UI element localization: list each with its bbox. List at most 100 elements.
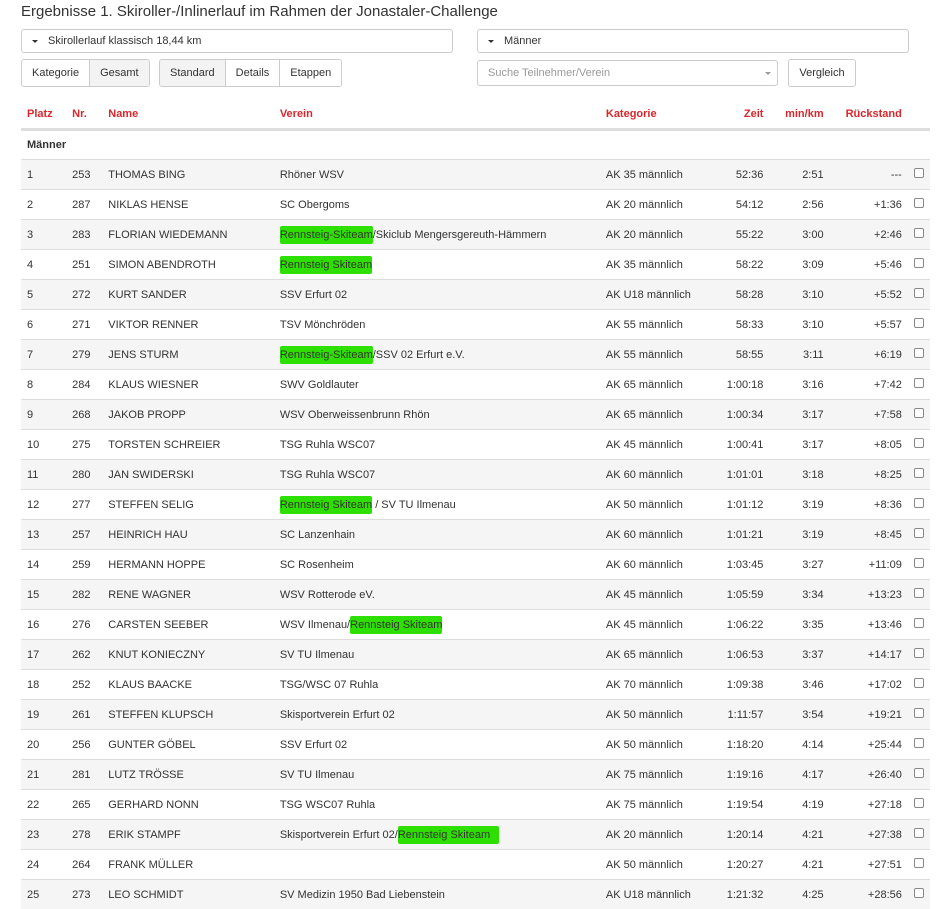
- verein-cell: Rennsteig-Skiteam/Skiclub Mengersgereuth…: [274, 220, 600, 250]
- category-select-value: Männer: [504, 35, 541, 47]
- nr-cell: 259: [66, 550, 102, 580]
- nr-cell: 251: [66, 250, 102, 280]
- name-cell: JENS STURM: [102, 340, 274, 370]
- verein-cell: [274, 850, 600, 880]
- name-cell: LEO SCHMIDT: [102, 880, 274, 909]
- col-platz[interactable]: Platz: [21, 100, 66, 130]
- search-select[interactable]: Suche Teilnehmer/Verein: [477, 60, 778, 86]
- details-button[interactable]: Details: [226, 60, 281, 86]
- compare-checkbox[interactable]: [914, 468, 924, 478]
- compare-checkbox[interactable]: [914, 528, 924, 538]
- verein-cell: SC Rosenheim: [274, 550, 600, 580]
- verein-cell: TSG Ruhla WSC07: [274, 460, 600, 490]
- select-cell: [908, 220, 930, 250]
- pace-cell: 3:27: [769, 550, 829, 580]
- compare-checkbox[interactable]: [914, 408, 924, 418]
- zeit-cell: 58:28: [707, 280, 769, 310]
- race-select[interactable]: Skirollerlauf klassisch 18,44 km: [21, 29, 453, 53]
- compare-checkbox[interactable]: [914, 888, 924, 898]
- platz-cell: 21: [21, 760, 66, 790]
- kategorie-button[interactable]: Kategorie: [22, 60, 90, 86]
- compare-checkbox[interactable]: [914, 378, 924, 388]
- col-verein[interactable]: Verein: [274, 100, 600, 130]
- club-text: TSG Ruhla WSC07: [280, 469, 375, 481]
- pace-cell: 3:46: [769, 670, 829, 700]
- results-table: Platz Nr. Name Verein Kategorie Zeit min…: [21, 100, 930, 909]
- compare-checkbox[interactable]: [914, 228, 924, 238]
- verein-cell: SC Lanzenhain: [274, 520, 600, 550]
- compare-checkbox[interactable]: [914, 558, 924, 568]
- compare-checkbox[interactable]: [914, 738, 924, 748]
- compare-checkbox[interactable]: [914, 168, 924, 178]
- name-cell: GUNTER GÖBEL: [102, 730, 274, 760]
- verein-cell: SV Medizin 1950 Bad Liebenstein: [274, 880, 600, 909]
- compare-checkbox[interactable]: [914, 828, 924, 838]
- compare-checkbox[interactable]: [914, 678, 924, 688]
- club-text: Rhöner WSV: [280, 169, 344, 181]
- zeit-cell: 1:09:38: [707, 670, 769, 700]
- compare-checkbox[interactable]: [914, 708, 924, 718]
- compare-checkbox[interactable]: [914, 288, 924, 298]
- nr-cell: 256: [66, 730, 102, 760]
- col-zeit[interactable]: Zeit: [707, 100, 769, 130]
- compare-checkbox[interactable]: [914, 348, 924, 358]
- compare-checkbox[interactable]: [914, 768, 924, 778]
- name-cell: KLAUS WIESNER: [102, 370, 274, 400]
- platz-cell: 13: [21, 520, 66, 550]
- nr-cell: 275: [66, 430, 102, 460]
- platz-cell: 11: [21, 460, 66, 490]
- pace-cell: 3:34: [769, 580, 829, 610]
- category-select[interactable]: Männer: [477, 29, 909, 53]
- platz-cell: 4: [21, 250, 66, 280]
- standard-button[interactable]: Standard: [160, 60, 226, 86]
- select-cell: [908, 700, 930, 730]
- nr-cell: 279: [66, 340, 102, 370]
- compare-checkbox[interactable]: [914, 198, 924, 208]
- select-cell: [908, 610, 930, 640]
- platz-cell: 6: [21, 310, 66, 340]
- verein-cell: Rhöner WSV: [274, 160, 600, 190]
- select-cell: [908, 880, 930, 909]
- col-name[interactable]: Name: [102, 100, 274, 130]
- name-cell: THOMAS BING: [102, 160, 274, 190]
- vergleich-button[interactable]: Vergleich: [788, 59, 856, 87]
- platz-cell: 20: [21, 730, 66, 760]
- nr-cell: 278: [66, 820, 102, 850]
- col-kategorie[interactable]: Kategorie: [600, 100, 707, 130]
- club-text: SSV Erfurt 02: [280, 289, 347, 301]
- compare-checkbox[interactable]: [914, 648, 924, 658]
- compare-checkbox[interactable]: [914, 318, 924, 328]
- compare-checkbox[interactable]: [914, 798, 924, 808]
- etappen-button[interactable]: Etappen: [280, 60, 341, 86]
- compare-checkbox[interactable]: [914, 498, 924, 508]
- club-text: TSG Ruhla WSC07: [280, 439, 375, 451]
- zeit-cell: 1:19:54: [707, 790, 769, 820]
- club-text: TSV Mönchröden: [280, 319, 366, 331]
- col-pace[interactable]: min/km: [769, 100, 829, 130]
- compare-checkbox[interactable]: [914, 588, 924, 598]
- zeit-cell: 58:22: [707, 250, 769, 280]
- highlighted-club: Rennsteig Skiteam: [398, 826, 500, 844]
- col-nr[interactable]: Nr.: [66, 100, 102, 130]
- rueckstand-cell: +5:46: [830, 250, 908, 280]
- verein-cell: SWV Goldlauter: [274, 370, 600, 400]
- compare-checkbox[interactable]: [914, 438, 924, 448]
- zeit-cell: 1:06:22: [707, 610, 769, 640]
- compare-checkbox[interactable]: [914, 618, 924, 628]
- compare-checkbox[interactable]: [914, 258, 924, 268]
- col-rueckstand[interactable]: Rückstand: [830, 100, 908, 130]
- rueckstand-cell: +27:18: [830, 790, 908, 820]
- platz-cell: 25: [21, 880, 66, 909]
- kategorie-cell: AK 50 männlich: [600, 730, 707, 760]
- gesamt-button[interactable]: Gesamt: [90, 60, 149, 86]
- club-text: /SSV 02 Erfurt e.V.: [373, 349, 465, 361]
- platz-cell: 2: [21, 190, 66, 220]
- search-placeholder: Suche Teilnehmer/Verein: [488, 67, 610, 79]
- nr-cell: 281: [66, 760, 102, 790]
- compare-checkbox[interactable]: [914, 858, 924, 868]
